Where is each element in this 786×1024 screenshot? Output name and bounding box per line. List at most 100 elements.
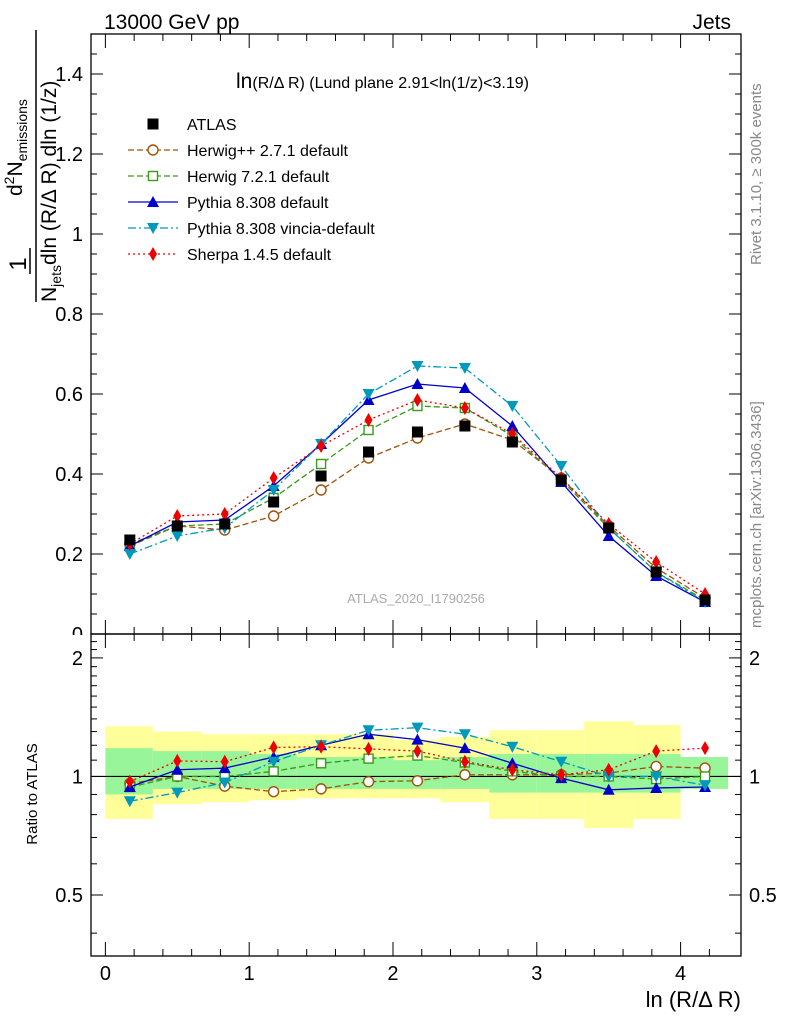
ratio-point-vincia <box>362 725 375 737</box>
series-atlas <box>124 420 711 606</box>
legend-entry-herwigpp: Herwig++ 2.7.1 default <box>128 143 349 160</box>
ratio-point-vincia <box>555 756 568 768</box>
ratio-point-vincia <box>267 756 280 768</box>
data-point-atlas <box>699 594 711 606</box>
ylabel-n-jets: N <box>38 287 61 302</box>
ratio-panel-frame <box>90 633 742 957</box>
ratio-y-tick-label: 0.5 <box>55 885 83 907</box>
main-y-tick-label: 0.6 <box>55 384 83 406</box>
legend-entry-pythia: Pythia 8.308 default <box>128 195 329 212</box>
ratio-y-tick-label-right: 1 <box>749 766 760 788</box>
data-point-atlas <box>603 522 615 534</box>
ratio-y-tick-label-right: 2 <box>749 648 760 670</box>
legend-marker-sherpa <box>149 247 157 261</box>
x-tick-label: 3 <box>531 963 542 985</box>
ratio-point-sherpa <box>652 744 661 759</box>
data-point-atlas <box>555 474 567 486</box>
header-jets: Jets <box>692 11 731 34</box>
ylabel-emissions-sub: emissions <box>14 99 30 161</box>
plot-title: ln(R/Δ R) (Lund plane 2.91<ln(1/z)<3.19) <box>236 70 529 93</box>
data-point-herwigpp <box>267 510 280 522</box>
x-tick-label: 0 <box>100 963 111 985</box>
ylabel-denominator-rest: dln (R/Δ R) dln (1/z) <box>38 81 61 265</box>
ratio-point-vincia <box>602 771 615 783</box>
data-point-atlas <box>506 436 518 448</box>
data-point-vincia <box>555 461 568 472</box>
x-tick-label: 2 <box>387 963 398 985</box>
legend-entry-vincia: Pythia 8.308 vincia-default <box>128 221 375 238</box>
data-point-sherpa <box>173 509 182 523</box>
data-point-sherpa <box>413 393 422 407</box>
ratio-point-sherpa <box>220 754 229 769</box>
main-y-tick-label: 0.4 <box>55 464 83 486</box>
data-point-sherpa <box>364 413 373 427</box>
data-point-atlas <box>459 420 471 432</box>
ratio-y-tick-label: 1 <box>72 766 83 788</box>
ratio-point-sherpa <box>557 767 566 782</box>
legend-label-sherpa: Sherpa 1.4.5 default <box>187 247 332 264</box>
ratio-point-sherpa <box>317 739 326 754</box>
ratio-point-sherpa <box>173 753 182 768</box>
analysis-watermark: ATLAS_2020_I1790256 <box>347 591 485 606</box>
legend-marker-atlas <box>147 118 159 130</box>
legend-label-pythia: Pythia 8.308 default <box>187 195 329 212</box>
ratio-point-herwigpp <box>362 775 375 788</box>
legend-marker-herwig7 <box>147 170 159 182</box>
ratio-point-pythia <box>171 763 184 775</box>
legend-entry-herwig7: Herwig 7.2.1 default <box>128 169 330 186</box>
legend-entry-atlas: ATLAS <box>147 117 237 134</box>
legend-label-herwig7: Herwig 7.2.1 default <box>187 169 330 186</box>
ratio-point-sherpa <box>701 741 710 756</box>
ratio-y-tick-label-right: 0.5 <box>749 885 777 907</box>
header-energy: 13000 GeV pp <box>104 11 239 34</box>
plot-title-rest: (Lund plane 2.91<ln(1/z)<3.19) <box>305 75 529 92</box>
ylabel-jets-sub: jets <box>48 265 64 288</box>
legend-marker-herwigpp <box>147 144 159 156</box>
data-point-herwigpp <box>315 484 327 496</box>
legend-label-vincia: Pythia 8.308 vincia-default <box>187 221 375 238</box>
main-y-tick-label: 0.8 <box>55 304 83 326</box>
series-line-pythia <box>129 383 706 603</box>
ylabel-d: d <box>4 184 27 196</box>
data-point-atlas <box>363 446 375 458</box>
x-tick-label: 4 <box>675 963 686 985</box>
data-point-vincia <box>171 531 184 542</box>
ratio-point-sherpa <box>413 744 422 759</box>
series-sherpa <box>125 393 710 601</box>
data-point-atlas <box>171 520 183 532</box>
ratio-y-axis-label: Ratio to ATLAS <box>24 743 41 844</box>
legend-entry-sherpa: Sherpa 1.4.5 default <box>128 247 332 264</box>
data-point-atlas <box>411 426 423 438</box>
ratio-point-vincia <box>458 729 471 741</box>
main-y-tick-label: 1.2 <box>55 144 83 166</box>
legend-marker-vincia <box>147 223 159 234</box>
ratio-y-tick-label: 2 <box>72 648 83 670</box>
ratio-point-herwigpp <box>411 775 424 787</box>
data-point-sherpa <box>220 507 229 521</box>
data-point-vincia <box>123 549 136 560</box>
data-point-sherpa <box>652 555 661 569</box>
data-point-herwig7 <box>315 458 327 470</box>
ratio-point-sherpa <box>604 762 613 777</box>
data-point-atlas <box>219 518 231 530</box>
ratio-point-pythia <box>411 733 424 745</box>
legend-label-herwigpp: Herwig++ 2.7.1 default <box>187 143 349 160</box>
ylabel-denominator: Njetsdln (R/Δ R) dln (1/z) <box>38 81 64 302</box>
data-point-vincia <box>411 361 424 372</box>
series-line-herwigpp <box>129 423 706 599</box>
data-point-atlas <box>650 566 662 578</box>
data-point-vincia <box>458 363 471 374</box>
data-point-atlas <box>315 470 327 482</box>
ratio-point-vincia <box>123 796 136 808</box>
series-herwigpp <box>124 418 711 604</box>
legend-label-atlas: ATLAS <box>187 117 237 134</box>
ylabel-one: 1 <box>5 257 32 270</box>
ratio-point-herwigpp <box>459 769 471 781</box>
ratio-point-vincia <box>218 777 231 789</box>
ratio-point-sherpa <box>125 774 134 789</box>
ratio-point-herwigpp <box>315 783 327 795</box>
x-tick-label: 1 <box>244 963 255 985</box>
ratio-point-vincia <box>699 780 712 792</box>
data-point-vincia <box>506 401 519 412</box>
